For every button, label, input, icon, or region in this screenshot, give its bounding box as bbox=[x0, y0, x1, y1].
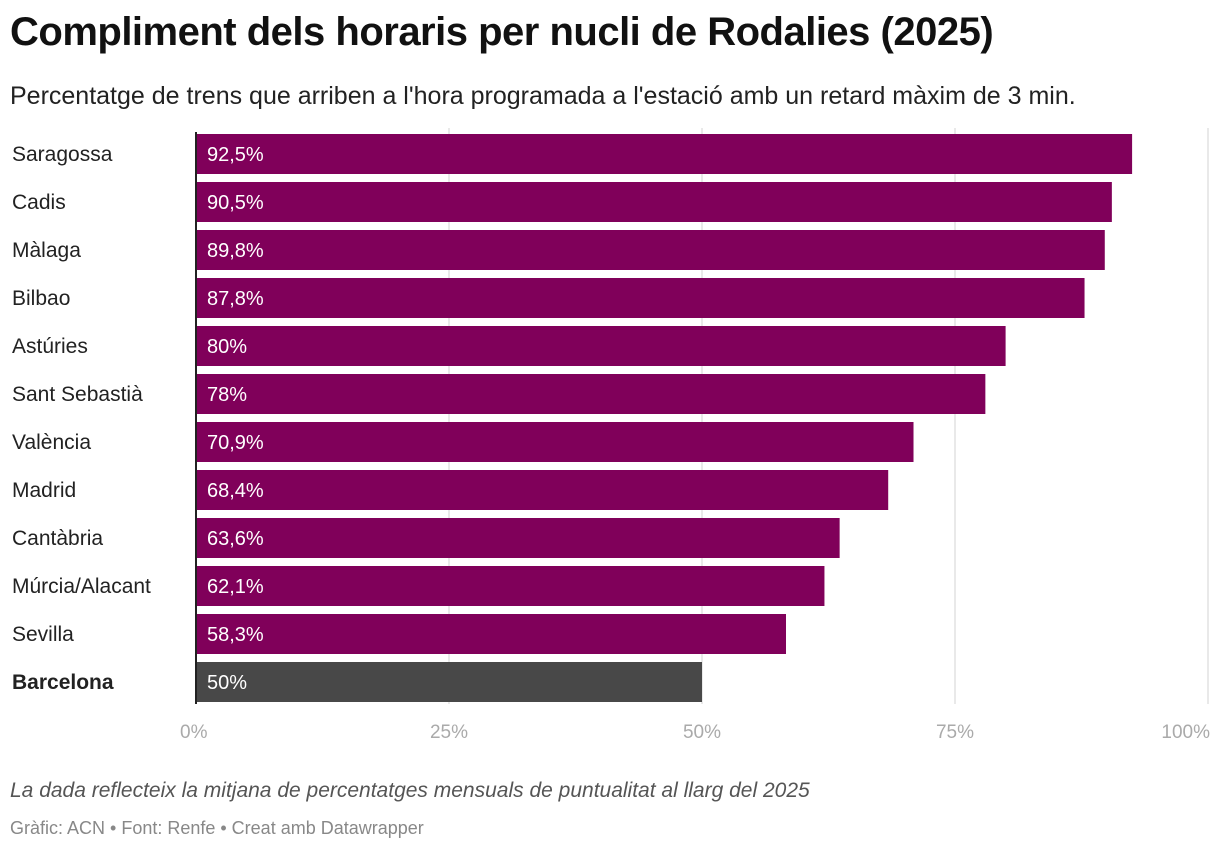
category-label: Màlaga bbox=[12, 239, 81, 262]
bar bbox=[196, 470, 889, 510]
bar bbox=[196, 230, 1105, 270]
bar-chart: 0% 25% 50% 75% 100% Saragossa 92,5% Cadis 90,5% M… bbox=[12, 128, 1210, 743]
value-label: 63,6% bbox=[207, 528, 264, 550]
value-label: 87,8% bbox=[207, 288, 264, 310]
value-label: 78% bbox=[207, 384, 247, 406]
value-label: 80% bbox=[207, 336, 247, 358]
category-label: Astúries bbox=[12, 335, 88, 358]
value-label: 50% bbox=[207, 672, 247, 694]
bar bbox=[196, 134, 1133, 174]
value-label: 58,3% bbox=[207, 624, 264, 646]
category-label: Múrcia/Alacant bbox=[12, 575, 151, 598]
bar bbox=[196, 182, 1112, 222]
x-tick-label: 75% bbox=[936, 722, 974, 743]
chart-credits: Gràfic: ACN • Font: Renfe • Creat amb Da… bbox=[10, 818, 424, 838]
chart-title: Compliment dels horaris per nucli de Rod… bbox=[10, 10, 994, 54]
bar bbox=[196, 518, 840, 558]
bar bbox=[196, 422, 914, 462]
category-label: Sevilla bbox=[12, 623, 74, 646]
value-label: 89,8% bbox=[207, 240, 264, 262]
category-label: Cantàbria bbox=[12, 527, 103, 550]
bar bbox=[196, 326, 1006, 366]
x-tick-label: 50% bbox=[683, 722, 721, 743]
bar bbox=[196, 374, 986, 414]
bar bbox=[196, 566, 825, 606]
category-label: València bbox=[12, 431, 91, 454]
category-label: Saragossa bbox=[12, 143, 113, 166]
value-label: 92,5% bbox=[207, 144, 264, 166]
value-label: 62,1% bbox=[207, 576, 264, 598]
chart-note: La dada reflecteix la mitjana de percent… bbox=[10, 779, 810, 802]
bar bbox=[196, 662, 702, 702]
chart-subtitle: Percentatge de trens que arriben a l'hor… bbox=[10, 82, 1076, 110]
x-tick-label: 100% bbox=[1161, 722, 1210, 743]
value-label: 70,9% bbox=[207, 432, 264, 454]
category-label: Barcelona bbox=[12, 671, 114, 694]
bar bbox=[196, 278, 1085, 318]
value-label: 90,5% bbox=[207, 192, 264, 214]
value-label: 68,4% bbox=[207, 480, 264, 502]
x-tick-label: 25% bbox=[430, 722, 468, 743]
category-label: Madrid bbox=[12, 479, 76, 502]
category-label: Bilbao bbox=[12, 287, 70, 310]
bar bbox=[196, 614, 786, 654]
x-tick-label: 0% bbox=[180, 722, 208, 743]
category-label: Sant Sebastià bbox=[12, 383, 143, 406]
category-label: Cadis bbox=[12, 191, 66, 214]
